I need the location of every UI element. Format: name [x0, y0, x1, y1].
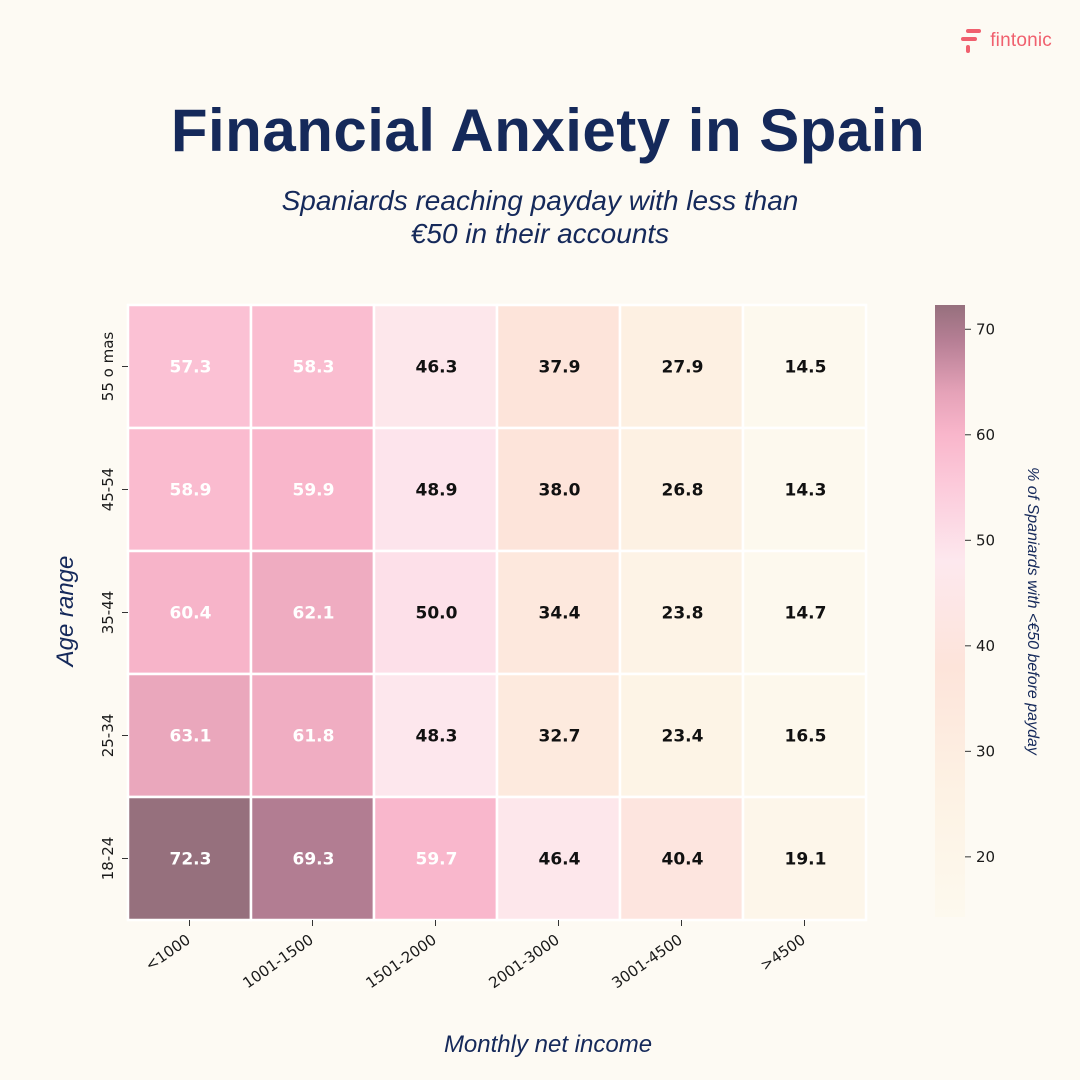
cell-value-label: 14.5: [785, 358, 827, 378]
cell-value-label: 19.1: [785, 850, 827, 870]
heatmap-cell: [495, 303, 622, 430]
y-tick-label: 35-44: [99, 591, 117, 635]
heatmap-cell: [372, 549, 499, 676]
heatmap-cell: [249, 549, 376, 676]
cell-value-label: 27.9: [662, 358, 704, 378]
x-tick-label: 2001-3000: [485, 931, 562, 993]
y-tick-label: 55 o mas: [99, 332, 117, 402]
cell-value-label: 16.5: [785, 727, 827, 747]
heatmap-cell: [372, 426, 499, 553]
page-title: Financial Anxiety in Spain: [170, 97, 926, 164]
fintonic-logo-icon: [961, 29, 982, 53]
heatmap-cell: [126, 672, 253, 799]
cell-value-label: 32.7: [539, 727, 581, 747]
x-tick-label: 1001-1500: [239, 931, 316, 993]
cell-value-label: 23.4: [662, 727, 704, 747]
heatmap-cell: [372, 303, 499, 430]
y-tick-label: 18-24: [99, 837, 117, 881]
cell-value-label: 69.3: [293, 850, 335, 870]
cell-value-label: 37.9: [539, 358, 581, 378]
heatmap-cell: [495, 795, 622, 922]
colorbar: [935, 305, 965, 917]
colorbar-title: % of Spaniards with <€50 before payday: [1024, 467, 1041, 756]
cell-value-label: 40.4: [662, 850, 704, 870]
cell-value-label: 63.1: [170, 727, 212, 747]
subtitle: Spaniards reaching payday with less than…: [0, 184, 1080, 250]
cell-value-label: 59.7: [416, 850, 458, 870]
cell-value-label: 23.8: [662, 604, 704, 624]
heatmap-cell: [249, 303, 376, 430]
x-tick-label: >4500: [757, 931, 809, 975]
cell-value-label: 59.9: [293, 481, 335, 501]
heatmap-cell: [249, 795, 376, 922]
cell-value-label: 14.7: [785, 604, 827, 624]
cell-value-label: 50.0: [416, 604, 458, 624]
heatmap-cell: [741, 303, 868, 430]
subtitle-line: Spaniards reaching payday with less than: [281, 185, 799, 216]
cell-value-label: 72.3: [170, 850, 212, 870]
cell-value-label: 57.3: [170, 358, 212, 378]
cell-value-label: 46.3: [416, 358, 458, 378]
cell-value-label: 48.9: [416, 481, 458, 501]
y-axis-title: Age range: [52, 556, 79, 669]
heatmap-cell: [372, 672, 499, 799]
heatmap-cell: [741, 426, 868, 553]
cell-value-label: 60.4: [170, 604, 212, 624]
subtitle-line: €50 in their accounts: [410, 218, 670, 249]
brand-name: fintonic: [990, 30, 1052, 51]
cell-value-label: 38.0: [539, 481, 581, 501]
x-tick-label: <1000: [142, 931, 194, 975]
colorbar-tick-label: 20: [976, 848, 995, 866]
x-tick-label: 3001-4500: [608, 931, 685, 993]
cell-value-label: 58.3: [293, 358, 335, 378]
colorbar-tick-label: 50: [976, 531, 995, 549]
colorbar-tick-label: 40: [976, 637, 995, 655]
cell-value-label: 61.8: [293, 727, 335, 747]
cell-value-label: 62.1: [293, 604, 335, 624]
x-tick-label: 1501-2000: [362, 931, 439, 993]
y-tick-label: 45-54: [99, 468, 117, 512]
cell-value-label: 46.4: [539, 850, 581, 870]
heatmap-cell: [618, 426, 745, 553]
x-axis-title: Monthly net income: [444, 1031, 652, 1058]
colorbar-tick-label: 60: [976, 426, 995, 444]
colorbar-tick-label: 30: [976, 742, 995, 760]
y-tick-label: 25-34: [99, 714, 117, 758]
brand: fintonic: [960, 28, 1052, 54]
heatmap-cell: [126, 549, 253, 676]
cell-value-label: 14.3: [785, 481, 827, 501]
cell-value-label: 48.3: [416, 727, 458, 747]
heatmap-cell: [618, 549, 745, 676]
colorbar-tick-label: 70: [976, 320, 995, 338]
cell-value-label: 34.4: [539, 604, 581, 624]
cell-value-label: 58.9: [170, 481, 212, 501]
heatmap-cell: [126, 303, 253, 430]
heatmap-cell: [741, 795, 868, 922]
cell-value-label: 26.8: [662, 481, 704, 501]
